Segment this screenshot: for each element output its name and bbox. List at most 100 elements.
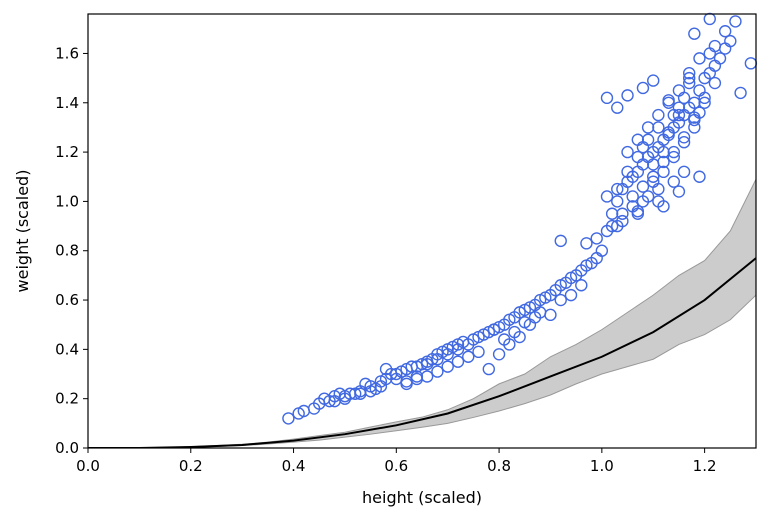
scatter-point (611, 195, 624, 208)
scatter-point (657, 145, 670, 159)
scatter-point (482, 362, 495, 376)
scatter-point (400, 375, 413, 388)
scatter-point (544, 308, 557, 322)
scatter-point (605, 207, 619, 220)
scatter-point (683, 66, 696, 80)
x-tick-label: 0.8 (487, 457, 511, 475)
scatter-point (631, 133, 645, 146)
scatter-point (518, 316, 531, 329)
scatter-point (718, 42, 732, 55)
x-axis-label: height (scaled) (362, 488, 482, 507)
scatter-point (729, 15, 742, 28)
scatter-point (657, 155, 670, 169)
scatter-point (636, 180, 650, 193)
scatter-point (652, 121, 665, 134)
scatter-point (595, 244, 609, 257)
y-tick-label: 0.2 (55, 390, 79, 408)
scatter-point (688, 121, 701, 134)
scatter-point (718, 25, 732, 38)
scatter-point (575, 279, 588, 292)
scatter-point (400, 377, 413, 391)
scatter-point (672, 185, 686, 198)
scatter-point (641, 121, 655, 134)
uncertainty-band (88, 178, 756, 448)
y-tick-label: 0.6 (55, 291, 79, 309)
y-tick-label: 1.2 (55, 143, 79, 161)
scatter-point (677, 165, 691, 179)
scatter-points-layer (282, 12, 758, 425)
scatter-point (282, 412, 295, 425)
x-tick-label: 1.0 (590, 457, 614, 475)
scatter-point (498, 333, 511, 346)
scatter-point (605, 219, 619, 233)
x-tick-label: 0.6 (384, 457, 408, 475)
scatter-point (734, 86, 747, 100)
scatter-point (379, 362, 393, 376)
scatter-point (641, 190, 655, 203)
scatter-point (683, 76, 696, 90)
y-axis-ticks: 0.0 0.2 0.4 0.6 0.8 1.0 1.2 1.4 1.6 (55, 44, 88, 457)
scatter-point (328, 394, 341, 408)
y-axis-label: weight (scaled) (13, 170, 32, 293)
scatter-point (688, 27, 701, 40)
scatter-point (462, 350, 475, 363)
scatter-point (744, 57, 758, 70)
scatter-point (580, 237, 593, 250)
plot-frame (87, 13, 757, 449)
scatter-point (636, 158, 650, 171)
scatter-point (647, 170, 660, 183)
scatter-point (672, 101, 686, 114)
scatter-point (441, 360, 454, 373)
scatter-point (441, 348, 454, 361)
scatter-point (693, 84, 706, 97)
scatter-point (636, 81, 650, 95)
scatter-point (631, 205, 645, 218)
scatter-point (657, 165, 670, 179)
scatter-point (703, 12, 716, 26)
scatter-point (667, 145, 680, 159)
scatter-point (554, 293, 567, 307)
scatter-point (693, 52, 706, 65)
scatter-point (420, 357, 434, 371)
scatter-point (611, 219, 624, 233)
x-axis-ticks: 0.0 0.2 0.4 0.6 0.8 1.0 1.2 (76, 448, 717, 475)
scatter-point (708, 76, 722, 90)
y-tick-label: 0.8 (55, 242, 79, 260)
y-tick-label: 1.4 (55, 94, 79, 112)
x-tick-label: 1.2 (693, 457, 717, 475)
y-tick-label: 0.0 (55, 439, 79, 457)
scatter-point (672, 108, 686, 122)
scatter-point (431, 365, 444, 378)
scatter-point (703, 47, 716, 60)
y-tick-label: 1.6 (55, 44, 79, 62)
uncertainty-band-layer (88, 178, 756, 448)
scatter-point (662, 126, 675, 139)
y-tick-label: 0.4 (55, 340, 79, 358)
scatter-point (554, 234, 567, 248)
scatter-point (410, 372, 424, 386)
x-tick-label: 0.0 (76, 457, 100, 475)
scatter-point (600, 91, 614, 105)
x-tick-label: 0.4 (282, 457, 306, 475)
scatter-point (657, 200, 670, 213)
scatter-point (472, 345, 485, 359)
scatter-point (508, 325, 521, 339)
scatter-point (672, 84, 686, 97)
scatter-point (683, 71, 696, 85)
scatter-point (708, 59, 722, 72)
scatter-point (528, 311, 542, 324)
scatter-point (641, 133, 655, 146)
scatter-point (667, 150, 680, 164)
scatter-point (492, 348, 506, 361)
scatter-point (708, 39, 722, 53)
scatter-point (431, 353, 444, 366)
scatter-point (621, 165, 634, 179)
scatter-point (451, 355, 465, 368)
scatter-point (564, 288, 578, 302)
scatter-point (611, 182, 624, 196)
scatter-point (677, 131, 691, 144)
scatter-point (636, 140, 650, 154)
scatter-point (662, 94, 675, 107)
mean-line (88, 257, 756, 448)
